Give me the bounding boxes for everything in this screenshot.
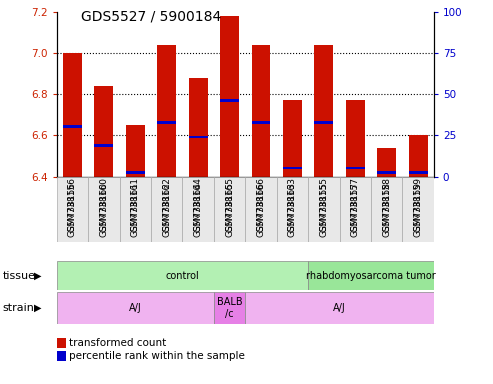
Bar	[189, 136, 208, 139]
Bar	[94, 86, 113, 177]
Text: A/J: A/J	[333, 303, 346, 313]
Text: rhabdomyosarcoma tumor: rhabdomyosarcoma tumor	[306, 270, 436, 281]
Text: GSM738164: GSM738164	[194, 182, 203, 237]
Bar	[157, 121, 176, 124]
FancyBboxPatch shape	[371, 177, 402, 242]
Bar	[220, 16, 239, 177]
Text: GDS5527 / 5900184: GDS5527 / 5900184	[81, 10, 221, 23]
Text: ▶: ▶	[34, 270, 41, 281]
Text: GSM738160: GSM738160	[99, 177, 108, 232]
Bar	[126, 125, 145, 177]
Text: A/J: A/J	[129, 303, 141, 313]
Bar	[126, 170, 145, 174]
Text: ▶: ▶	[34, 303, 41, 313]
Bar	[63, 125, 82, 128]
Bar	[409, 136, 427, 177]
FancyBboxPatch shape	[151, 177, 182, 242]
Text: GSM738157: GSM738157	[351, 177, 360, 232]
Text: GSM738157: GSM738157	[351, 182, 360, 237]
Bar	[251, 121, 270, 124]
Text: GSM738158: GSM738158	[382, 182, 391, 237]
Text: GSM738166: GSM738166	[256, 177, 266, 232]
FancyBboxPatch shape	[308, 177, 340, 242]
Text: GSM738165: GSM738165	[225, 177, 234, 232]
Text: GSM738160: GSM738160	[99, 182, 108, 237]
Text: control: control	[166, 270, 199, 281]
Bar	[57, 292, 214, 324]
Bar	[214, 292, 245, 324]
Text: tissue: tissue	[2, 270, 35, 281]
Bar	[283, 167, 302, 169]
FancyBboxPatch shape	[182, 177, 214, 242]
FancyBboxPatch shape	[245, 177, 277, 242]
FancyBboxPatch shape	[340, 177, 371, 242]
Text: GSM738159: GSM738159	[414, 177, 423, 232]
Text: GSM738158: GSM738158	[382, 177, 391, 232]
FancyBboxPatch shape	[214, 177, 245, 242]
Bar	[315, 45, 333, 177]
Text: strain: strain	[2, 303, 35, 313]
Text: GSM738161: GSM738161	[131, 182, 140, 237]
Text: GSM738162: GSM738162	[162, 177, 171, 232]
FancyBboxPatch shape	[88, 177, 119, 242]
Bar	[283, 100, 302, 177]
Bar	[346, 100, 365, 177]
Bar	[189, 78, 208, 177]
Text: BALB
/c: BALB /c	[217, 297, 243, 319]
Bar	[315, 121, 333, 124]
Text: GSM738161: GSM738161	[131, 177, 140, 232]
Text: GSM738156: GSM738156	[68, 182, 77, 237]
Bar	[157, 45, 176, 177]
Text: GSM738166: GSM738166	[256, 182, 266, 237]
Text: GSM738155: GSM738155	[319, 177, 328, 232]
FancyBboxPatch shape	[57, 177, 88, 242]
Bar	[245, 292, 434, 324]
Text: GSM738159: GSM738159	[414, 182, 423, 237]
Bar	[409, 170, 427, 174]
Text: percentile rank within the sample: percentile rank within the sample	[69, 351, 245, 361]
Bar	[308, 261, 434, 290]
Bar	[94, 144, 113, 147]
Bar	[346, 167, 365, 169]
Text: GSM738156: GSM738156	[68, 177, 77, 232]
Text: GSM738163: GSM738163	[288, 177, 297, 232]
Text: GSM738163: GSM738163	[288, 182, 297, 237]
Bar	[377, 148, 396, 177]
FancyBboxPatch shape	[402, 177, 434, 242]
Bar	[251, 45, 270, 177]
Text: GSM738164: GSM738164	[194, 177, 203, 232]
Bar	[63, 53, 82, 177]
Bar	[220, 99, 239, 103]
Text: GSM738165: GSM738165	[225, 182, 234, 237]
Text: GSM738155: GSM738155	[319, 182, 328, 237]
Bar	[57, 261, 308, 290]
Text: GSM738162: GSM738162	[162, 182, 171, 237]
Bar	[377, 170, 396, 174]
FancyBboxPatch shape	[119, 177, 151, 242]
Text: transformed count: transformed count	[69, 338, 166, 348]
FancyBboxPatch shape	[277, 177, 308, 242]
